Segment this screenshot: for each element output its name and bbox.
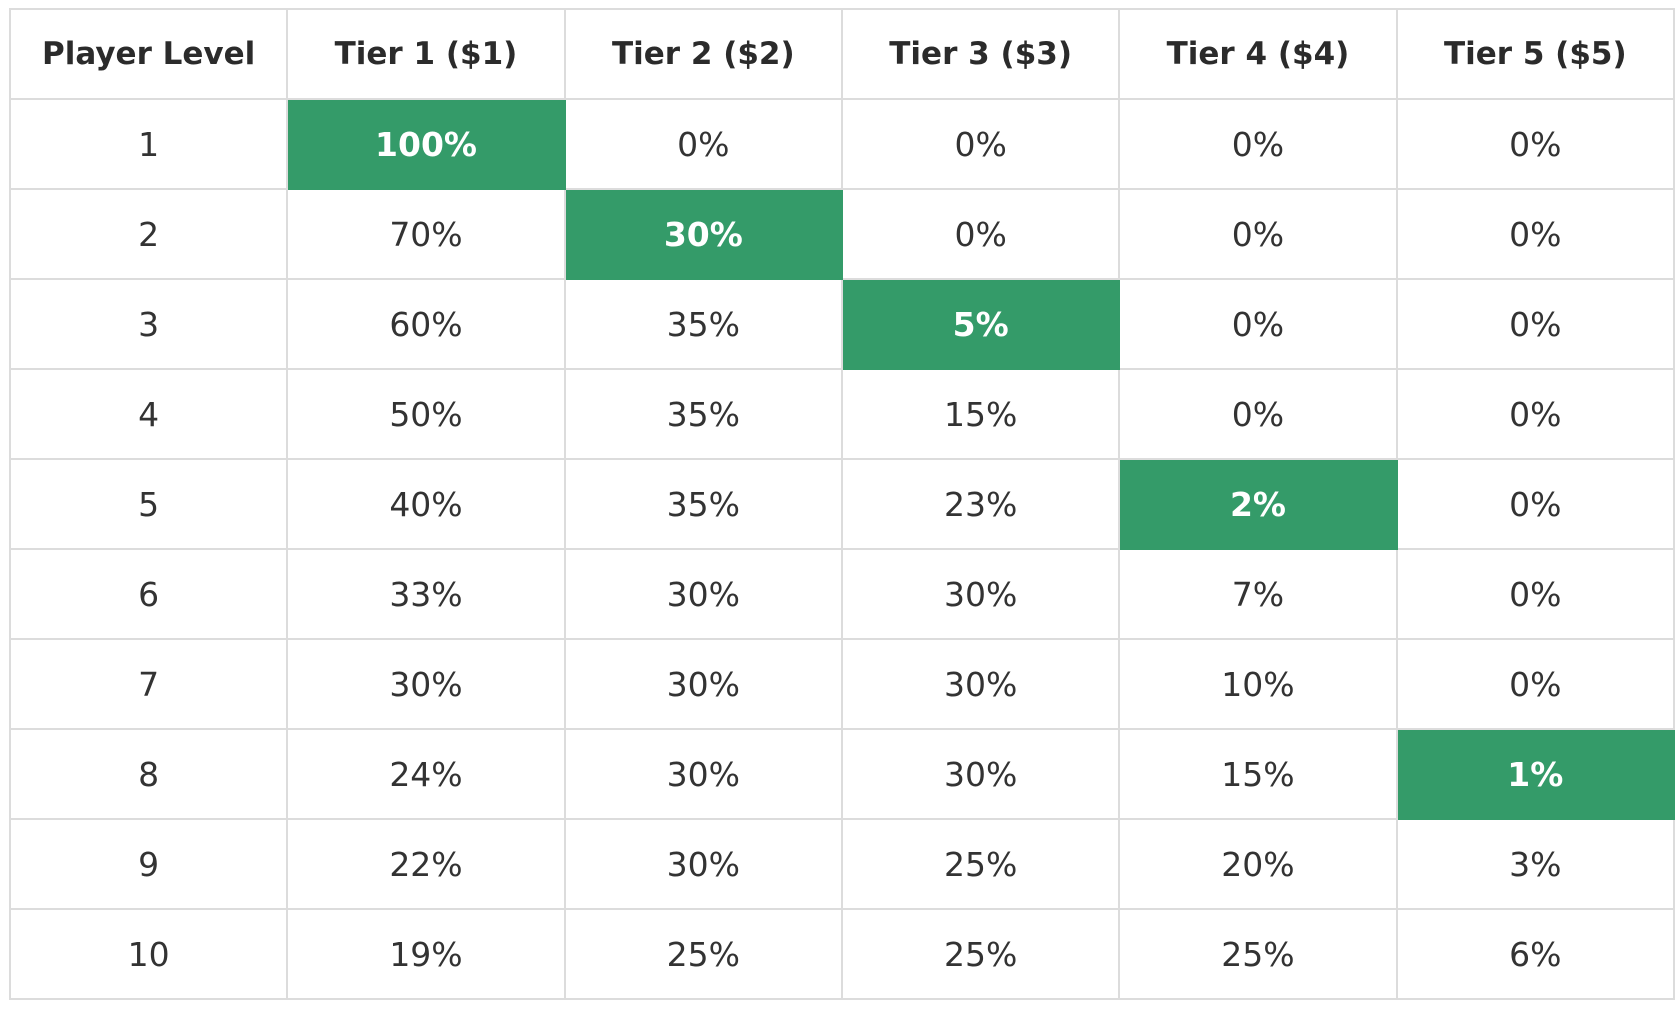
tier-3-odds-cell: 25% bbox=[840, 818, 1121, 910]
tier-2-odds-cell: 30% bbox=[563, 818, 843, 910]
table-row: 7 30% 30% 30% 10% 0% bbox=[8, 638, 1675, 730]
header-tier-2: Tier 2 ($2) bbox=[563, 8, 843, 100]
tier-3-odds-cell: 5% bbox=[840, 278, 1121, 370]
tier-3-odds-cell: 25% bbox=[840, 908, 1121, 1000]
header-tier-1: Tier 1 ($1) bbox=[286, 8, 566, 100]
tier-5-odds-cell: 1% bbox=[1395, 728, 1675, 820]
tier-2-odds-cell: 35% bbox=[563, 458, 843, 550]
tier-1-odds-cell: 50% bbox=[286, 368, 566, 460]
odds-table: Player Level Tier 1 ($1) Tier 2 ($2) Tie… bbox=[8, 8, 1675, 1000]
tier-3-odds-cell: 0% bbox=[840, 188, 1121, 280]
header-tier-5: Tier 5 ($5) bbox=[1395, 8, 1675, 100]
player-level-cell: 5 bbox=[8, 458, 289, 550]
tier-3-odds-cell: 23% bbox=[840, 458, 1121, 550]
tier-1-odds-cell: 33% bbox=[286, 548, 566, 640]
tier-3-odds-cell: 30% bbox=[840, 548, 1121, 640]
tier-3-odds-cell: 30% bbox=[840, 728, 1121, 820]
tier-4-odds-cell: 0% bbox=[1118, 278, 1398, 370]
header-tier-4: Tier 4 ($4) bbox=[1118, 8, 1398, 100]
table-row: 8 24% 30% 30% 15% 1% bbox=[8, 728, 1675, 820]
player-level-cell: 9 bbox=[8, 818, 289, 910]
player-level-cell: 3 bbox=[8, 278, 289, 370]
tier-5-odds-cell: 0% bbox=[1395, 98, 1675, 190]
player-level-cell: 7 bbox=[8, 638, 289, 730]
table-row: 10 19% 25% 25% 25% 6% bbox=[8, 908, 1675, 1000]
tier-5-odds-cell: 0% bbox=[1395, 368, 1675, 460]
tier-4-odds-cell: 2% bbox=[1118, 458, 1398, 550]
table-header: Player Level Tier 1 ($1) Tier 2 ($2) Tie… bbox=[8, 8, 1675, 100]
header-tier-3: Tier 3 ($3) bbox=[840, 8, 1121, 100]
tier-4-odds-cell: 25% bbox=[1118, 908, 1398, 1000]
tier-4-odds-cell: 10% bbox=[1118, 638, 1398, 730]
tier-1-odds-cell: 40% bbox=[286, 458, 566, 550]
tier-1-odds-cell: 24% bbox=[286, 728, 566, 820]
header-row: Player Level Tier 1 ($1) Tier 2 ($2) Tie… bbox=[8, 8, 1675, 100]
player-level-cell: 8 bbox=[8, 728, 289, 820]
tier-5-odds-cell: 6% bbox=[1395, 908, 1675, 1000]
table-row: 2 70% 30% 0% 0% 0% bbox=[8, 188, 1675, 280]
tier-1-odds-cell: 70% bbox=[286, 188, 566, 280]
table-row: 1 100% 0% 0% 0% 0% bbox=[8, 98, 1675, 190]
tier-1-odds-cell: 30% bbox=[286, 638, 566, 730]
player-level-cell: 10 bbox=[8, 908, 289, 1000]
tier-2-odds-cell: 30% bbox=[563, 188, 843, 280]
tier-4-odds-cell: 7% bbox=[1118, 548, 1398, 640]
player-level-cell: 4 bbox=[8, 368, 289, 460]
header-player-level: Player Level bbox=[8, 8, 289, 100]
tier-1-odds-cell: 100% bbox=[286, 98, 566, 190]
tier-5-odds-cell: 0% bbox=[1395, 278, 1675, 370]
table-row: 4 50% 35% 15% 0% 0% bbox=[8, 368, 1675, 460]
tier-5-odds-cell: 0% bbox=[1395, 458, 1675, 550]
table-row: 6 33% 30% 30% 7% 0% bbox=[8, 548, 1675, 640]
tier-3-odds-cell: 30% bbox=[840, 638, 1121, 730]
tier-2-odds-cell: 30% bbox=[563, 728, 843, 820]
tier-4-odds-cell: 0% bbox=[1118, 98, 1398, 190]
tier-2-odds-cell: 25% bbox=[563, 908, 843, 1000]
tier-1-odds-cell: 22% bbox=[286, 818, 566, 910]
tier-4-odds-cell: 20% bbox=[1118, 818, 1398, 910]
tier-5-odds-cell: 0% bbox=[1395, 548, 1675, 640]
tier-4-odds-cell: 15% bbox=[1118, 728, 1398, 820]
tier-5-odds-cell: 0% bbox=[1395, 188, 1675, 280]
tier-2-odds-cell: 30% bbox=[563, 548, 843, 640]
odds-table-container: Player Level Tier 1 ($1) Tier 2 ($2) Tie… bbox=[8, 8, 1675, 1000]
tier-5-odds-cell: 3% bbox=[1395, 818, 1675, 910]
tier-1-odds-cell: 60% bbox=[286, 278, 566, 370]
table-row: 5 40% 35% 23% 2% 0% bbox=[8, 458, 1675, 550]
tier-2-odds-cell: 30% bbox=[563, 638, 843, 730]
tier-4-odds-cell: 0% bbox=[1118, 368, 1398, 460]
tier-2-odds-cell: 0% bbox=[563, 98, 843, 190]
player-level-cell: 1 bbox=[8, 98, 289, 190]
player-level-cell: 6 bbox=[8, 548, 289, 640]
player-level-cell: 2 bbox=[8, 188, 289, 280]
tier-1-odds-cell: 19% bbox=[286, 908, 566, 1000]
tier-3-odds-cell: 15% bbox=[840, 368, 1121, 460]
tier-5-odds-cell: 0% bbox=[1395, 638, 1675, 730]
tier-4-odds-cell: 0% bbox=[1118, 188, 1398, 280]
tier-2-odds-cell: 35% bbox=[563, 278, 843, 370]
tier-2-odds-cell: 35% bbox=[563, 368, 843, 460]
table-row: 3 60% 35% 5% 0% 0% bbox=[8, 278, 1675, 370]
tier-3-odds-cell: 0% bbox=[840, 98, 1121, 190]
table-row: 9 22% 30% 25% 20% 3% bbox=[8, 818, 1675, 910]
table-body: 1 100% 0% 0% 0% 0% 2 70% 30% 0% 0% 0% 3 60% 35% 5% 0% 0% 4… bbox=[8, 98, 1675, 1000]
